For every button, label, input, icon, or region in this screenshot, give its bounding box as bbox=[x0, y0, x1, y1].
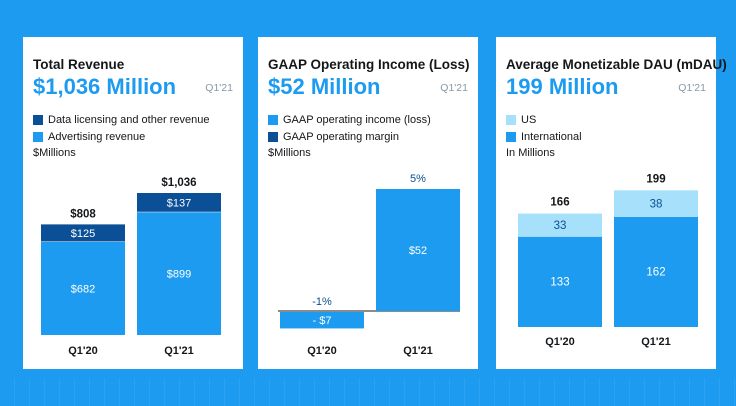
legend-item: GAAP operating margin bbox=[268, 128, 431, 145]
mdau-bar-chart: 133 33 166 Q1'20 162 38 199 Q1'21 bbox=[518, 173, 698, 348]
revenue-bar-chart: $682 $125 $808 Q1'20 $899 $137 $1,036 Q1'21 bbox=[41, 177, 221, 357]
data-licensing-value-label: $137 bbox=[167, 197, 191, 209]
legend-label: International bbox=[521, 130, 582, 143]
legend-swatch bbox=[268, 131, 278, 142]
operating-income-value-label: - $7 bbox=[313, 315, 332, 327]
category-label: Q1'20 bbox=[68, 345, 98, 357]
total-revenue-panel: Total Revenue $1,036 Million Q1'21 Data … bbox=[23, 37, 243, 369]
operating-income-bar-chart: - $7 -1% Q1'20 $52 5% Q1'21 bbox=[278, 173, 460, 357]
operating-margin-label: 5% bbox=[410, 173, 426, 185]
legend: GAAP operating income (loss) GAAP operat… bbox=[268, 111, 431, 162]
advertising-revenue-bar bbox=[137, 211, 221, 335]
headline-value: 199 Million bbox=[506, 74, 619, 99]
us-bar bbox=[518, 213, 602, 237]
mdau-panel: Average Monetizable DAU (mDAU) 199 Milli… bbox=[496, 37, 727, 369]
legend-label: GAAP operating margin bbox=[283, 130, 399, 143]
total-value-label: 166 bbox=[550, 197, 569, 209]
data-licensing-bar bbox=[41, 224, 125, 242]
category-label: Q1'20 bbox=[545, 336, 575, 348]
legend-label: GAAP operating income (loss) bbox=[283, 113, 431, 126]
category-label: Q1'21 bbox=[164, 345, 194, 357]
units-label: $Millions bbox=[33, 147, 76, 159]
total-value-label: $808 bbox=[70, 208, 96, 220]
units-label: $Millions bbox=[268, 147, 311, 159]
legend-swatch bbox=[506, 131, 516, 142]
international-bar bbox=[614, 216, 698, 327]
legend-item: US bbox=[506, 111, 582, 128]
legend-label: US bbox=[521, 113, 537, 126]
legend-label: Advertising revenue bbox=[48, 130, 146, 143]
chart-title: Average Monetizable DAU (mDAU) bbox=[506, 57, 727, 72]
legend-swatch bbox=[33, 131, 43, 142]
legend-item: International bbox=[506, 128, 582, 145]
category-label: Q1'21 bbox=[403, 345, 433, 357]
operating-income-bar bbox=[280, 312, 364, 329]
legend-item: Data licensing and other revenue bbox=[33, 111, 209, 128]
headline-value: $1,036 Million bbox=[33, 74, 177, 99]
units-label: In Millions bbox=[506, 147, 555, 159]
legend: Data licensing and other revenue Adverti… bbox=[33, 111, 209, 162]
operating-income-panel: GAAP Operating Income (Loss) $52 Million… bbox=[258, 37, 478, 369]
operating-income-value-label: $52 bbox=[409, 245, 427, 257]
period-label: Q1'21 bbox=[440, 82, 468, 94]
legend-swatch bbox=[33, 114, 43, 125]
operating-margin-label: -1% bbox=[312, 296, 332, 308]
operating-income-bar bbox=[376, 189, 460, 311]
legend: US International In Millions bbox=[506, 111, 582, 162]
us-value-label: 33 bbox=[554, 220, 567, 232]
us-value-label: 38 bbox=[650, 198, 663, 210]
legend-label: Data licensing and other revenue bbox=[48, 113, 210, 126]
us-bar bbox=[614, 190, 698, 217]
chart-title: GAAP Operating Income (Loss) bbox=[268, 57, 470, 72]
chart-title: Total Revenue bbox=[33, 57, 125, 72]
legend-item: Advertising revenue bbox=[33, 128, 209, 145]
international-bar bbox=[518, 236, 602, 327]
category-label: Q1'20 bbox=[307, 345, 337, 357]
advertising-revenue-bar bbox=[41, 241, 125, 335]
total-value-label: $1,036 bbox=[161, 177, 196, 189]
advertising-value-label: $682 bbox=[71, 283, 95, 295]
legend-swatch bbox=[268, 114, 278, 125]
category-label: Q1'21 bbox=[641, 336, 671, 348]
data-licensing-value-label: $125 bbox=[71, 228, 95, 240]
period-label: Q1'21 bbox=[205, 82, 233, 94]
total-value-label: 199 bbox=[646, 173, 665, 185]
background-pattern bbox=[0, 378, 736, 406]
legend-item: GAAP operating income (loss) bbox=[268, 111, 431, 128]
data-licensing-bar bbox=[137, 193, 221, 212]
headline-value: $52 Million bbox=[268, 74, 381, 99]
legend-swatch bbox=[506, 114, 516, 125]
period-label: Q1'21 bbox=[678, 82, 706, 94]
international-value-label: 133 bbox=[550, 277, 569, 289]
international-value-label: 162 bbox=[646, 267, 665, 279]
advertising-value-label: $899 bbox=[167, 268, 191, 280]
